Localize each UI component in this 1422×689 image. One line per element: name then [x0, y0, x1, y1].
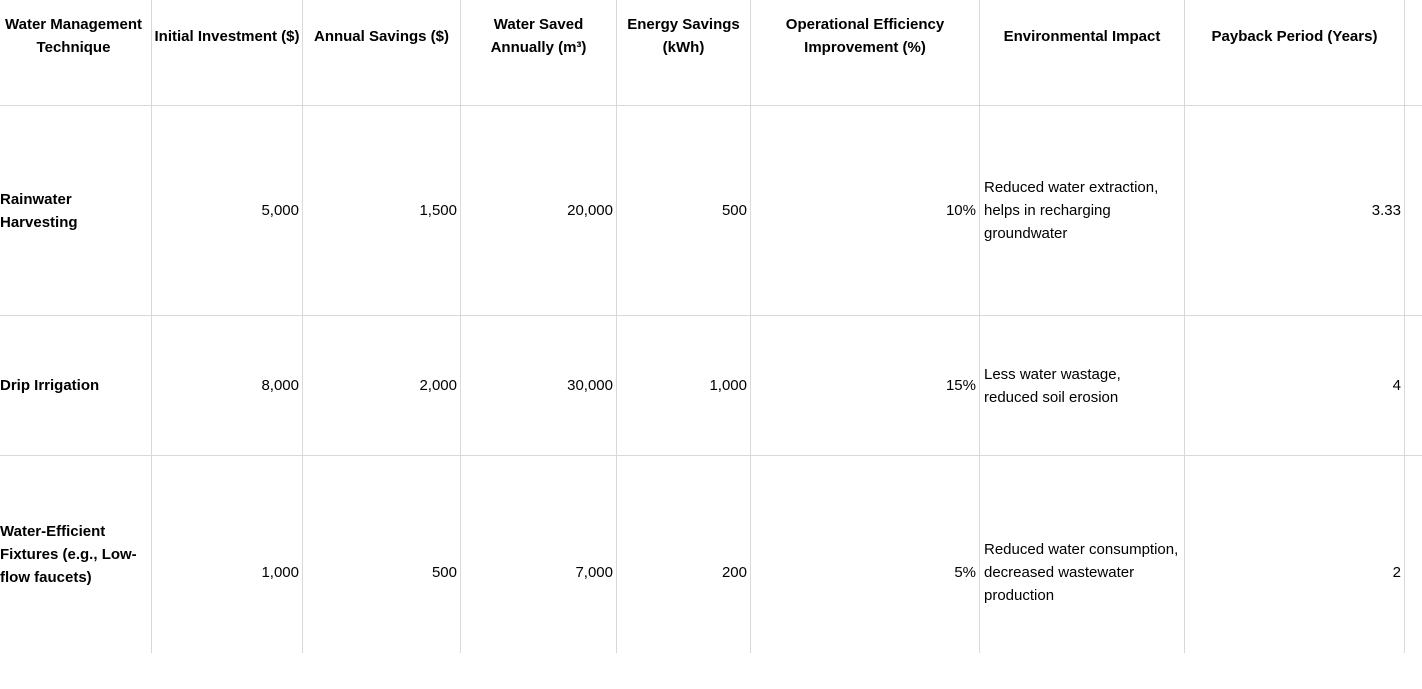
row-technique[interactable]: Drip Irrigation — [0, 377, 100, 394]
header-efficiency[interactable]: Operational Efficiency Improvement (%) — [785, 16, 945, 56]
cell-payback-period[interactable]: 4 — [1392, 377, 1401, 394]
cell-payback-period[interactable]: 3.33 — [1371, 202, 1401, 219]
cell-energy-savings[interactable]: 1,000 — [709, 377, 747, 394]
cell-water-saved[interactable]: 30,000 — [567, 377, 613, 394]
column-divider — [302, 0, 303, 653]
column-divider — [151, 0, 152, 653]
column-divider — [750, 0, 751, 653]
cell-annual-savings[interactable]: 500 — [431, 564, 457, 581]
row-divider — [0, 315, 1422, 316]
column-divider — [979, 0, 980, 653]
cell-water-saved[interactable]: 20,000 — [567, 202, 613, 219]
column-divider — [1184, 0, 1185, 653]
column-divider — [1404, 0, 1405, 653]
header-energy-savings[interactable]: Energy Savings (kWh) — [627, 16, 740, 56]
column-divider — [616, 0, 617, 653]
cell-environmental-impact[interactable]: Reduced water consumption, decreased was… — [984, 541, 1179, 604]
header-technique[interactable]: Water Management Technique — [5, 16, 142, 56]
cell-efficiency[interactable]: 10% — [945, 202, 976, 219]
cell-efficiency[interactable]: 15% — [945, 377, 976, 394]
header-water-saved[interactable]: Water Saved Annually (m³) — [490, 16, 587, 56]
header-annual-savings[interactable]: Annual Savings ($) — [313, 27, 450, 45]
cell-environmental-impact[interactable]: Reduced water extraction, helps in recha… — [984, 179, 1159, 242]
row-divider — [0, 105, 1422, 106]
cell-initial-investment[interactable]: 8,000 — [261, 377, 299, 394]
header-environmental-impact[interactable]: Environmental Impact — [1003, 27, 1161, 45]
cell-energy-savings[interactable]: 200 — [721, 564, 747, 581]
cell-payback-period[interactable]: 2 — [1392, 564, 1401, 581]
cell-efficiency[interactable]: 5% — [954, 564, 976, 581]
row-divider — [0, 455, 1422, 456]
cell-environmental-impact[interactable]: Less water wastage, reduced soil erosion — [984, 365, 1121, 406]
cell-energy-savings[interactable]: 500 — [721, 202, 747, 219]
column-divider — [460, 0, 461, 653]
row-technique[interactable]: Rainwater Harvesting — [0, 190, 78, 231]
header-initial-investment[interactable]: Initial Investment ($) — [154, 27, 300, 45]
cell-annual-savings[interactable]: 2,000 — [419, 377, 457, 394]
cell-annual-savings[interactable]: 1,500 — [419, 202, 457, 219]
spreadsheet-grid: Water Management Technique Initial Inves… — [0, 0, 1422, 653]
cell-initial-investment[interactable]: 5,000 — [261, 202, 299, 219]
row-technique[interactable]: Water-Efficient Fixtures (e.g., Low-flow… — [0, 523, 137, 586]
header-payback-period[interactable]: Payback Period (Years) — [1211, 27, 1378, 45]
cell-initial-investment[interactable]: 1,000 — [261, 564, 299, 581]
cell-water-saved[interactable]: 7,000 — [575, 564, 613, 581]
